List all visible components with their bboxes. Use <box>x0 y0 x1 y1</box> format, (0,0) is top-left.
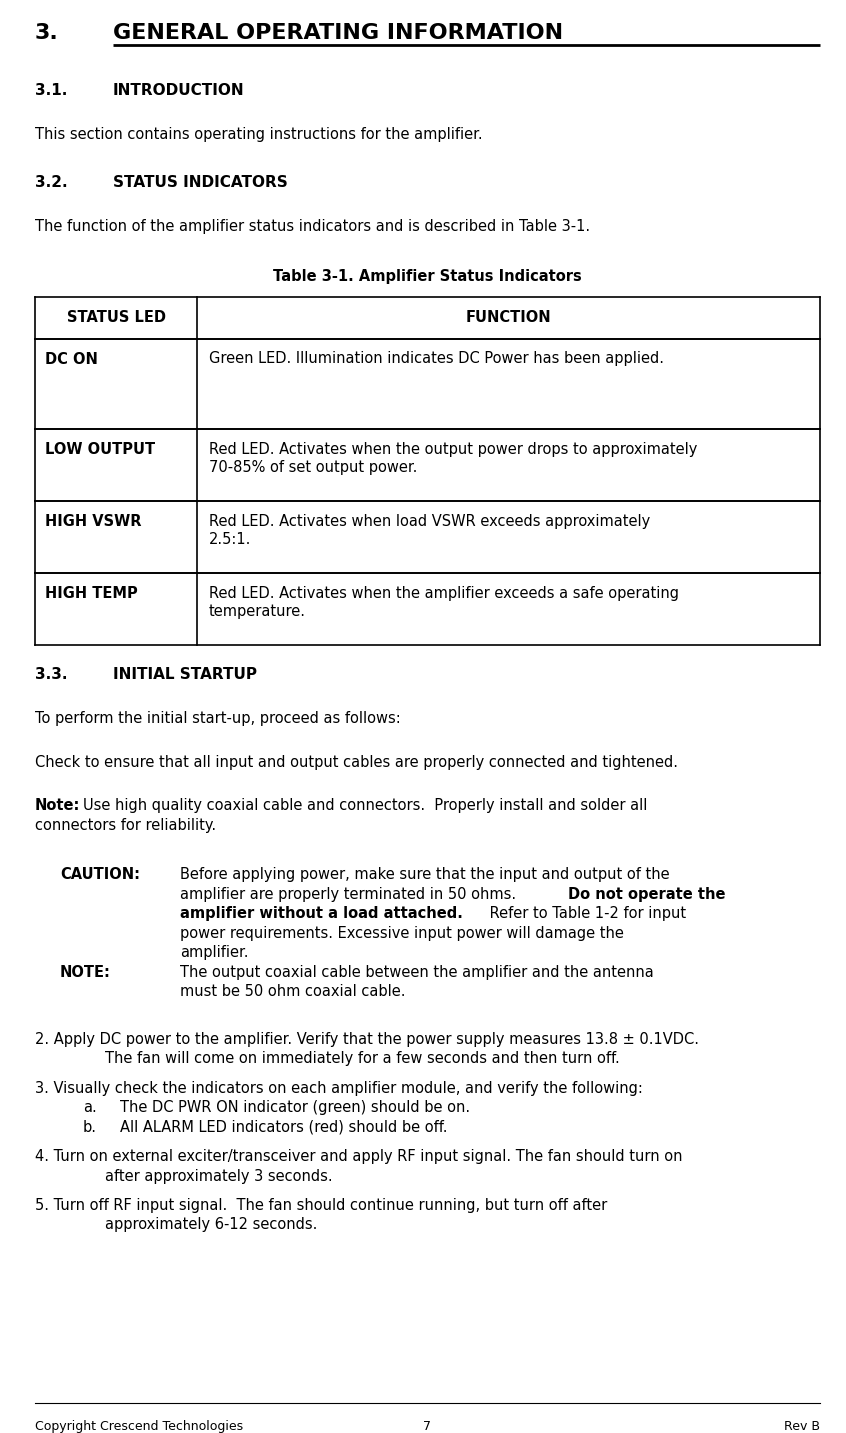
Text: Before applying power, make sure that the input and output of the: Before applying power, make sure that th… <box>180 867 670 881</box>
Text: 3. Visually check the indicators on each amplifier module, and verify the follow: 3. Visually check the indicators on each… <box>35 1080 643 1095</box>
Text: HIGH TEMP: HIGH TEMP <box>45 586 138 600</box>
Text: 2.5:1.: 2.5:1. <box>209 532 251 547</box>
Text: Table 3-1. Amplifier Status Indicators: Table 3-1. Amplifier Status Indicators <box>273 269 582 284</box>
Text: GENERAL OPERATING INFORMATION: GENERAL OPERATING INFORMATION <box>113 23 563 43</box>
Text: Red LED. Activates when the output power drops to approximately: Red LED. Activates when the output power… <box>209 441 697 457</box>
Text: 5. Turn off RF input signal.  The fan should continue running, but turn off afte: 5. Turn off RF input signal. The fan sho… <box>35 1198 607 1212</box>
Text: amplifier.: amplifier. <box>180 944 249 960</box>
Text: 2. Apply DC power to the amplifier. Verify that the power supply measures 13.8 ±: 2. Apply DC power to the amplifier. Veri… <box>35 1032 699 1046</box>
Text: Note:: Note: <box>35 798 80 813</box>
Text: HIGH VSWR: HIGH VSWR <box>45 513 141 529</box>
Text: 7: 7 <box>424 1420 431 1433</box>
Text: The function of the amplifier status indicators and is described in Table 3-1.: The function of the amplifier status ind… <box>35 219 591 235</box>
Text: 3.2.: 3.2. <box>35 175 68 191</box>
Text: temperature.: temperature. <box>209 603 306 619</box>
Text: Green LED. Illumination indicates DC Power has been applied.: Green LED. Illumination indicates DC Pow… <box>209 351 664 367</box>
Text: LOW OUTPUT: LOW OUTPUT <box>45 441 155 457</box>
Text: Red LED. Activates when the amplifier exceeds a safe operating: Red LED. Activates when the amplifier ex… <box>209 586 679 600</box>
Text: DC ON: DC ON <box>45 351 98 367</box>
Text: Use high quality coaxial cable and connectors.  Properly install and solder all: Use high quality coaxial cable and conne… <box>83 798 647 813</box>
Text: after approximately 3 seconds.: after approximately 3 seconds. <box>105 1168 332 1184</box>
Text: NOTE:: NOTE: <box>60 964 111 980</box>
Text: b.: b. <box>83 1119 97 1135</box>
Text: power requirements. Excessive input power will damage the: power requirements. Excessive input powe… <box>180 926 624 940</box>
Text: The DC PWR ON indicator (green) should be on.: The DC PWR ON indicator (green) should b… <box>120 1101 470 1115</box>
Text: must be 50 ohm coaxial cable.: must be 50 ohm coaxial cable. <box>180 984 405 999</box>
Text: This section contains operating instructions for the amplifier.: This section contains operating instruct… <box>35 128 482 142</box>
Text: 3.1.: 3.1. <box>35 83 68 97</box>
Text: approximately 6-12 seconds.: approximately 6-12 seconds. <box>105 1218 317 1232</box>
Text: All ALARM LED indicators (red) should be off.: All ALARM LED indicators (red) should be… <box>120 1119 448 1135</box>
Text: Do not operate the: Do not operate the <box>568 887 726 901</box>
Text: a.: a. <box>83 1101 96 1115</box>
Text: Refer to Table 1-2 for input: Refer to Table 1-2 for input <box>485 906 686 921</box>
Text: STATUS INDICATORS: STATUS INDICATORS <box>113 175 288 191</box>
Text: 3.: 3. <box>35 23 58 43</box>
Text: 3.3.: 3.3. <box>35 666 68 682</box>
Text: 4. Turn on external exciter/transceiver and apply RF input signal. The fan shoul: 4. Turn on external exciter/transceiver … <box>35 1149 683 1164</box>
Text: Check to ensure that all input and output cables are properly connected and tigh: Check to ensure that all input and outpu… <box>35 755 678 770</box>
Text: Rev B: Rev B <box>784 1420 820 1433</box>
Text: INTRODUCTION: INTRODUCTION <box>113 83 244 97</box>
Text: The fan will come on immediately for a few seconds and then turn off.: The fan will come on immediately for a f… <box>105 1050 620 1066</box>
Text: To perform the initial start-up, proceed as follows:: To perform the initial start-up, proceed… <box>35 711 401 727</box>
Text: Red LED. Activates when load VSWR exceeds approximately: Red LED. Activates when load VSWR exceed… <box>209 513 651 529</box>
Text: FUNCTION: FUNCTION <box>465 310 552 324</box>
Text: amplifier without a load attached.: amplifier without a load attached. <box>180 906 463 921</box>
Text: The output coaxial cable between the amplifier and the antenna: The output coaxial cable between the amp… <box>180 964 654 980</box>
Text: STATUS LED: STATUS LED <box>67 310 166 324</box>
Text: CAUTION:: CAUTION: <box>60 867 140 881</box>
Text: connectors for reliability.: connectors for reliability. <box>35 817 216 833</box>
Text: amplifier are properly terminated in 50 ohms.: amplifier are properly terminated in 50 … <box>180 887 521 901</box>
Text: Copyright Crescend Technologies: Copyright Crescend Technologies <box>35 1420 243 1433</box>
Text: INITIAL STARTUP: INITIAL STARTUP <box>113 666 257 682</box>
Text: 70-85% of set output power.: 70-85% of set output power. <box>209 460 417 474</box>
